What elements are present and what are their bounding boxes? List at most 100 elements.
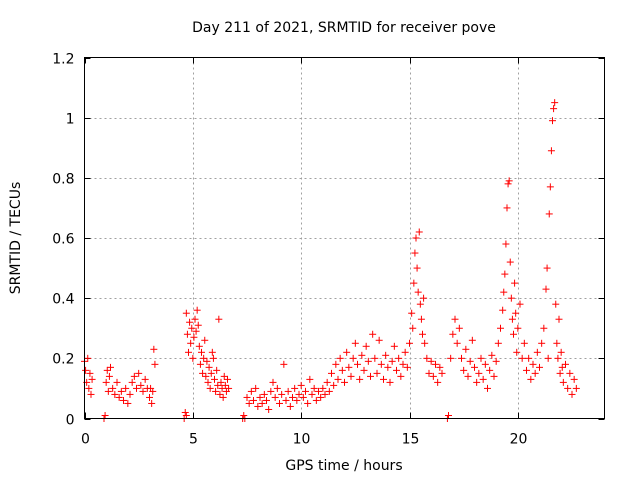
data-point: [128, 378, 136, 386]
data-point: [547, 147, 555, 155]
data-point: [447, 354, 455, 362]
data-point: [334, 375, 342, 383]
data-point: [414, 288, 422, 296]
data-point: [549, 117, 556, 125]
data-point: [104, 387, 112, 395]
data-point: [434, 378, 442, 386]
data-point: [192, 327, 200, 335]
data-point: [120, 396, 127, 404]
data-point: [369, 330, 377, 338]
data-point: [284, 387, 292, 395]
data-point: [189, 354, 197, 362]
data-point: [525, 354, 533, 362]
data-point: [265, 405, 273, 413]
data-point: [194, 321, 202, 329]
data-point: [464, 372, 472, 380]
data-point: [429, 372, 437, 380]
data-point: [399, 360, 407, 368]
data-point: [208, 348, 216, 356]
data-point: [245, 399, 253, 407]
data-point: [286, 402, 294, 410]
data-point: [546, 183, 554, 191]
data-point: [455, 324, 463, 332]
data-point: [373, 369, 381, 377]
data-point: [198, 348, 205, 356]
data-point: [321, 390, 329, 398]
data-point: [386, 378, 394, 386]
data-point: [220, 372, 228, 380]
data-point: [481, 360, 489, 368]
data-point: [115, 393, 123, 401]
data-point: [523, 366, 530, 374]
data-point: [323, 378, 331, 386]
data-point: [477, 354, 485, 362]
data-point: [181, 408, 189, 416]
data-point: [529, 360, 537, 368]
y-tick-label: 0.4: [52, 292, 74, 308]
data-point: [299, 393, 307, 401]
data-point: [527, 375, 535, 383]
data-point: [141, 375, 149, 383]
data-point: [367, 372, 374, 380]
data-point: [345, 363, 353, 371]
data-point: [256, 393, 264, 401]
data-point: [273, 384, 281, 392]
data-point: [551, 99, 559, 107]
data-point: [451, 315, 459, 323]
data-point: [473, 378, 481, 386]
y-tick-label: 0.6: [52, 232, 74, 248]
data-point: [149, 387, 157, 395]
data-point: [545, 210, 553, 218]
data-point: [555, 315, 563, 323]
data-point: [82, 366, 90, 374]
grid-lines: [84, 57, 605, 419]
data-point: [146, 393, 153, 401]
data-point: [562, 360, 569, 368]
data-point: [468, 336, 476, 344]
data-point: [124, 399, 132, 407]
data-point: [130, 372, 138, 380]
data-point: [406, 339, 413, 347]
data-point: [206, 384, 214, 392]
data-point: [462, 345, 470, 353]
data-point: [502, 240, 510, 248]
data-point: [150, 345, 158, 353]
data-point: [105, 372, 113, 380]
data-point: [550, 105, 558, 113]
data-point: [460, 366, 468, 374]
data-point: [536, 363, 543, 371]
data-point: [390, 342, 398, 350]
data-point: [438, 369, 446, 377]
y-tick-label: 1: [66, 112, 75, 128]
data-point: [269, 378, 277, 386]
x-tick-label: 0: [81, 432, 90, 448]
data-point: [360, 366, 368, 374]
data-point: [557, 348, 565, 356]
data-point: [409, 324, 417, 332]
data-point: [250, 396, 257, 404]
data-point: [135, 369, 143, 377]
data-point: [401, 348, 409, 356]
data-point: [486, 366, 494, 374]
data-point: [87, 390, 95, 398]
data-point: [191, 315, 199, 323]
data-point: [276, 399, 283, 407]
data-point: [425, 369, 433, 377]
data-point: [533, 348, 541, 356]
data-point: [520, 339, 528, 347]
data-point: [86, 369, 94, 377]
data-point: [109, 384, 117, 392]
data-point: [388, 357, 396, 365]
data-point: [295, 390, 303, 398]
data-point: [510, 330, 517, 338]
data-point: [501, 270, 509, 278]
data-point: [289, 393, 296, 401]
data-point: [343, 348, 351, 356]
data-point: [341, 378, 348, 386]
data-point: [330, 381, 338, 389]
data-point: [103, 366, 111, 374]
data-point: [221, 381, 229, 389]
data-point: [497, 324, 504, 332]
data-point: [417, 315, 425, 323]
data-point: [364, 357, 372, 365]
